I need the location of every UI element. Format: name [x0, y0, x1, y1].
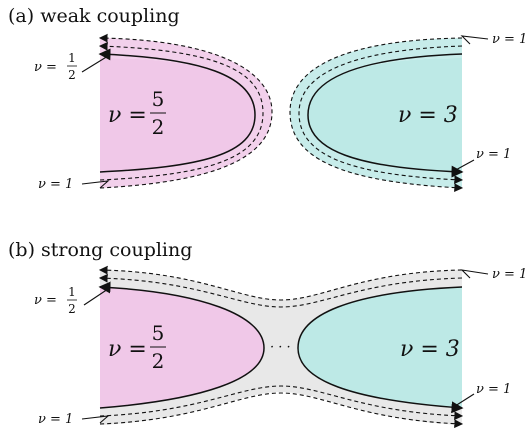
- panel-a-half-num: 1: [68, 51, 76, 65]
- panel-a-right-label: ν = 3: [398, 103, 458, 128]
- panel-a-left-dashed-edge-1: [98, 41, 264, 181]
- panel-b-title: (b) strong coupling: [8, 239, 192, 261]
- panel-a: (a) weak coupling ν = 5 2 ν = 3 ν = 1 2 …: [8, 5, 527, 193]
- panel-b-right-label: ν = 3: [400, 337, 460, 362]
- panel-a-half-den: 2: [68, 68, 76, 82]
- panel-a-left-dashed-edge-2: [98, 33, 273, 189]
- panel-b-dots: · · ·: [270, 340, 291, 355]
- panel-b-right-solid-edge: [297, 286, 464, 414]
- panel-b-left-nu: ν =: [108, 337, 147, 362]
- panel-b-dashed-bottom-2: [99, 392, 464, 428]
- panel-b-right-region: [298, 287, 462, 408]
- panel-a-right-dashed-edge-2: [289, 37, 464, 193]
- panel-b-right-bottom: ν = 1: [476, 382, 511, 397]
- panel-a-left-region: [100, 58, 255, 172]
- panel-b-left-den: 2: [152, 349, 165, 373]
- panel-b-right-top: ν = 1: [492, 267, 527, 282]
- panel-b-dashed-bottom-1: [99, 385, 464, 421]
- panel-a-left-edge-band: [100, 38, 272, 188]
- panel-a-right-solid-edge: [307, 53, 464, 178]
- panel-b: (b) strong coupling · · · ν = 5 2 ν = 3 …: [8, 239, 527, 428]
- panel-b-left-solid-edge: [98, 281, 265, 409]
- panel-a-right-bottom: ν = 1: [476, 147, 511, 162]
- panel-a-left-one: ν = 1: [38, 177, 73, 192]
- panel-a-right-top: ν = 1: [492, 32, 527, 47]
- panel-a-half-nu: ν =: [34, 60, 57, 75]
- panel-a-left-nu: ν =: [108, 103, 147, 128]
- panel-b-half-den: 2: [68, 302, 76, 316]
- panel-a-right-dashed-edge-1: [298, 45, 464, 185]
- panel-b-left-region: [100, 287, 264, 408]
- panel-a-right-region: [308, 58, 462, 172]
- panel-b-left-num: 5: [152, 321, 165, 345]
- panel-a-title: (a) weak coupling: [8, 5, 180, 27]
- panel-b-half-nu: ν =: [34, 293, 57, 308]
- panel-b-dashed-top-1: [98, 265, 463, 301]
- panel-a-left-den: 2: [152, 115, 165, 139]
- panel-a-left-num: 5: [152, 87, 165, 111]
- panel-b-left-one: ν = 1: [38, 412, 73, 427]
- panel-b-dashed-top-2: [98, 273, 463, 308]
- panel-a-left-solid-edge: [98, 48, 256, 173]
- panel-b-half-num: 1: [68, 285, 76, 299]
